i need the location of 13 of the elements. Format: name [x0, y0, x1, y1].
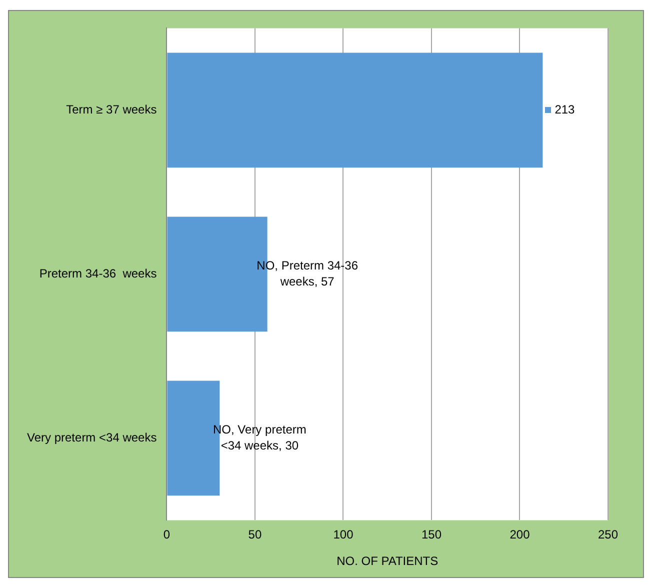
- y-tick-label: Term ≥ 37 weeks: [66, 102, 157, 117]
- data-label: 213: [554, 102, 576, 117]
- bar: [167, 52, 543, 168]
- data-label: NO, Preterm 34-36 weeks, 57: [256, 258, 358, 289]
- x-tick-label: 0: [163, 528, 170, 542]
- x-tick-label: 200: [510, 528, 530, 542]
- x-tick-label: 100: [333, 528, 354, 542]
- y-tick-label: Preterm 34-36 weeks: [39, 266, 157, 281]
- y-tick-label: Very preterm <34 weeks: [26, 430, 157, 445]
- x-tick-label: 150: [421, 528, 442, 542]
- x-tick-label: 50: [248, 528, 262, 542]
- x-tick-label: 250: [598, 528, 618, 542]
- x-axis-title: NO. OF PATIENTS: [336, 554, 438, 568]
